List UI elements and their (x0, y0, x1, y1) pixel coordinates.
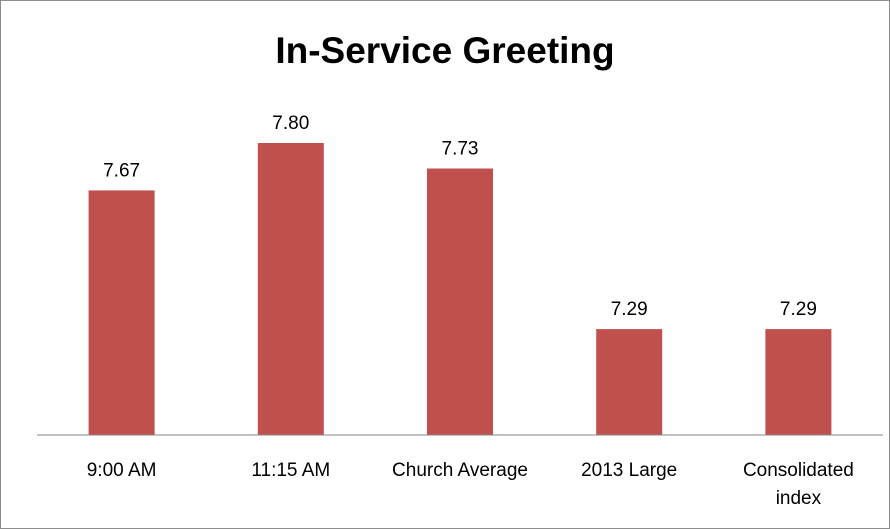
data-label-5: 7.29 (780, 299, 817, 320)
chart-title: In-Service Greeting (275, 30, 615, 71)
x-tick-label-5-line-2: index (776, 488, 822, 509)
bar-4 (596, 329, 663, 435)
labels-layer: 7.67 7.80 7.73 7.29 7.29 (103, 113, 817, 320)
x-tick-label-5-line-1: Consolidated (743, 460, 854, 481)
x-tick-labels: 9:00 AM 11:15 AM Church Average 2013 Large C… (87, 460, 854, 509)
bars-layer (88, 143, 832, 435)
bar-5 (765, 329, 832, 435)
bar-3 (427, 168, 493, 435)
x-tick-label-1: 9:00 AM (87, 460, 157, 481)
data-label-3: 7.73 (442, 139, 479, 160)
x-tick-label-2: 11:15 AM (251, 460, 330, 481)
data-label-1: 7.67 (103, 160, 140, 181)
bar-1 (88, 190, 155, 435)
bar-2 (257, 143, 324, 435)
data-label-4: 7.29 (611, 299, 648, 320)
x-tick-label-3: Church Average (392, 460, 528, 481)
data-label-2: 7.80 (272, 113, 309, 134)
x-tick-label-4: 2013 Large (581, 460, 677, 481)
